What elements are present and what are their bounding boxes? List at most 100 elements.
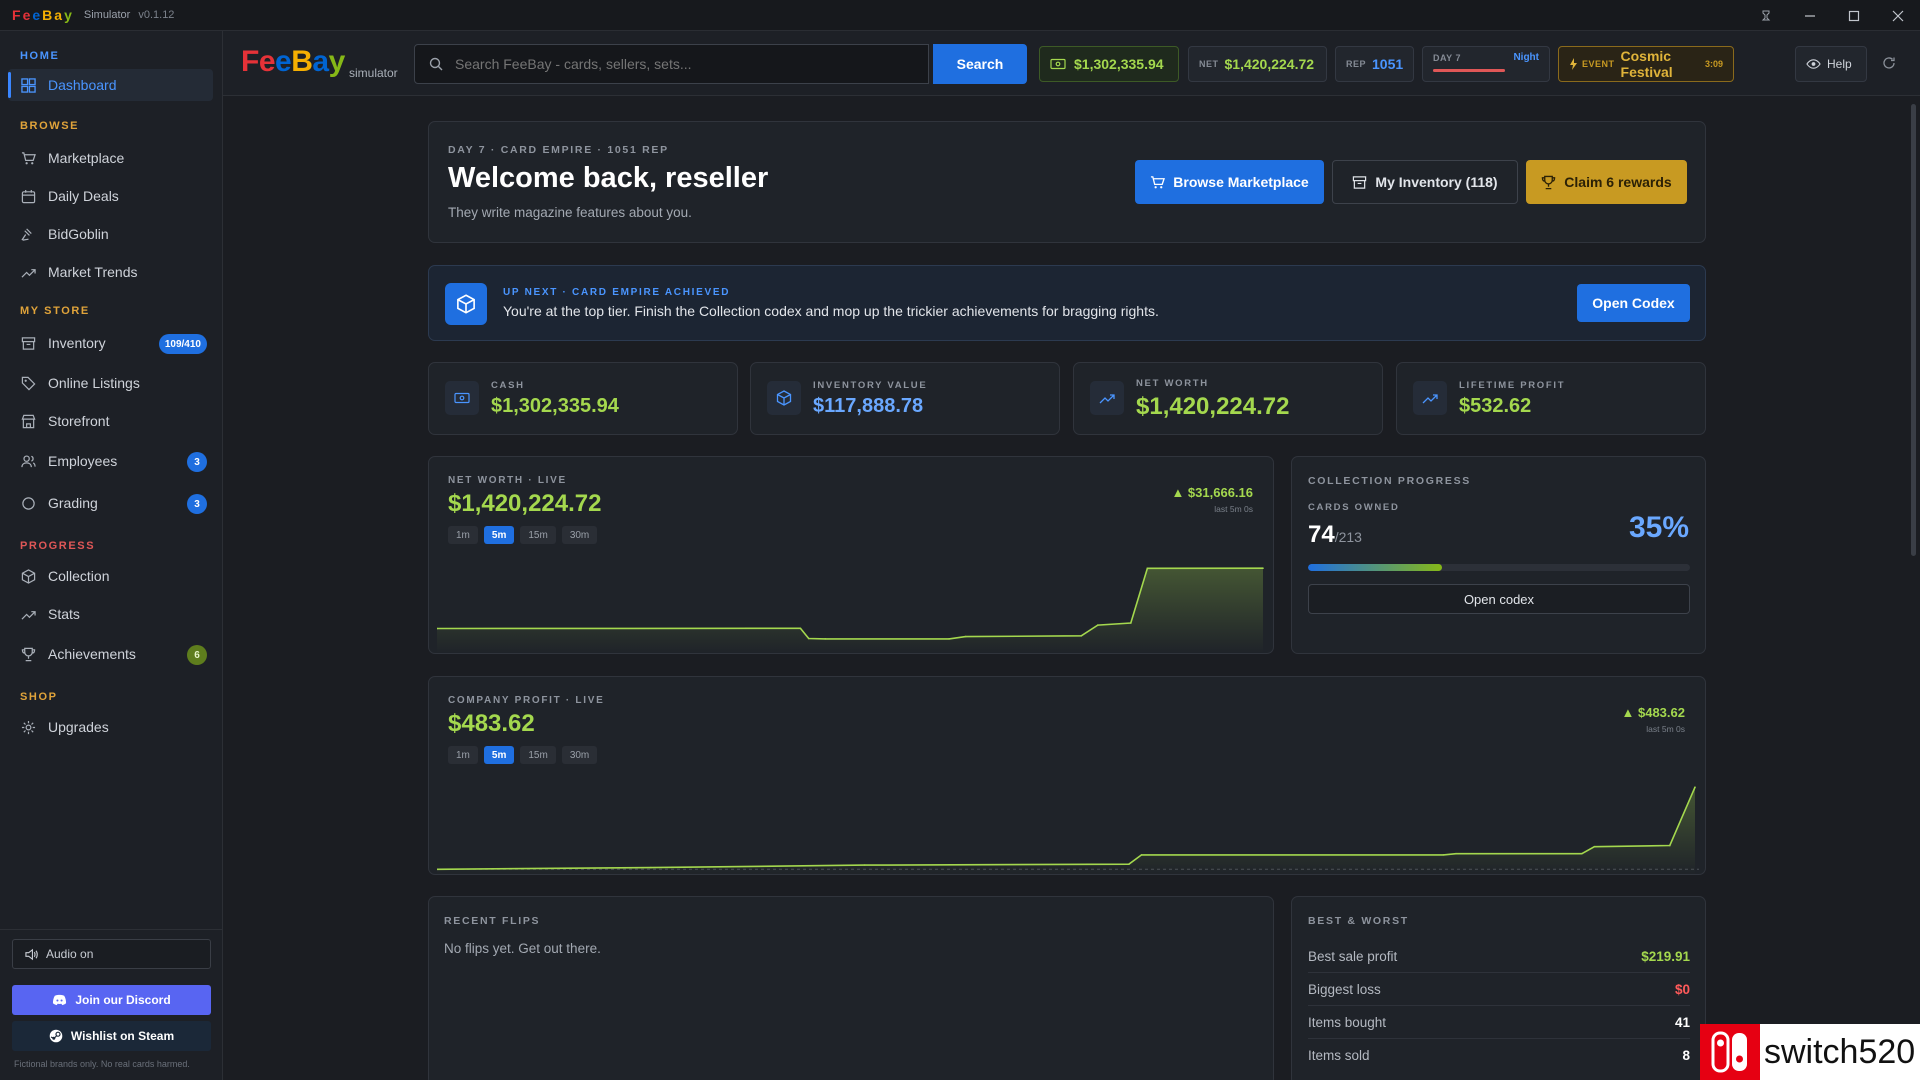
sidebar-item-employees[interactable]: Employees 3 — [8, 445, 213, 477]
logo-letter: a — [54, 7, 65, 23]
window-app-name: Simulator — [83, 9, 131, 21]
trend-icon — [1413, 381, 1447, 415]
audio-toggle[interactable]: Audio on — [12, 939, 211, 969]
range-15m[interactable]: 15m — [520, 526, 556, 544]
steam-icon — [49, 1029, 63, 1043]
range-30m[interactable]: 30m — [561, 746, 598, 764]
brand-logo[interactable]: FeeBay — [241, 45, 345, 78]
steam-button[interactable]: Wishlist on Steam — [12, 1021, 211, 1051]
stat-label: INVENTORY VALUE — [813, 380, 928, 391]
sidebar-item-bidgoblin[interactable]: BidGoblin — [8, 218, 213, 250]
my-inventory-label: My Inventory (118) — [1375, 174, 1498, 190]
range-1m[interactable]: 1m — [448, 746, 478, 764]
my-inventory-button[interactable]: My Inventory (118) — [1332, 160, 1518, 204]
watermark: switch520 — [1700, 1024, 1920, 1080]
section-label: BROWSE — [20, 120, 80, 132]
recent-flips-card: RECENT FLIPS No flips yet. Get out there… — [428, 896, 1274, 1080]
sidebar-item-storefront[interactable]: Storefront — [8, 405, 213, 437]
trophy-icon — [1541, 175, 1556, 190]
sidebar-item-online-listings[interactable]: Online Listings — [8, 367, 213, 399]
open-codex-small-button[interactable]: Open codex — [1308, 584, 1690, 614]
search-input[interactable] — [455, 49, 905, 79]
section-label: HOME — [20, 50, 60, 62]
data-point — [650, 866, 652, 869]
sidebar-item-daily-deals[interactable]: Daily Deals — [8, 180, 213, 212]
collection-progress-card: COLLECTION PROGRESS CARDS OWNED 74 /213 … — [1291, 456, 1706, 654]
sidebar-item-collection[interactable]: Collection — [8, 560, 213, 592]
cart-icon — [20, 150, 36, 166]
search-icon — [429, 57, 443, 71]
claim-rewards-button[interactable]: Claim 6 rewards — [1526, 160, 1687, 204]
close-icon[interactable] — [1876, 0, 1920, 31]
sidebar-item-label: Collection — [48, 568, 110, 584]
data-point — [1140, 854, 1143, 856]
cash-pill: $1,302,335.94 — [1039, 46, 1179, 82]
range-15m[interactable]: 15m — [520, 746, 556, 764]
stat-card-lifetime-profit: LIFETIME PROFIT $532.62 — [1396, 362, 1706, 435]
cash-value: $1,302,335.94 — [1074, 56, 1164, 72]
maximize-icon[interactable] — [1832, 0, 1876, 31]
company-profit-value: $483.62 — [448, 710, 535, 737]
minimize-icon[interactable] — [1788, 0, 1832, 31]
day-pill: DAY 7 Night — [1422, 46, 1550, 82]
company-profit-chart — [437, 786, 1699, 874]
discord-button[interactable]: Join our Discord — [12, 985, 211, 1015]
sidebar-item-marketplace[interactable]: Marketplace — [8, 142, 213, 174]
calendar-icon — [20, 188, 36, 204]
sidebar-item-label: Stats — [48, 606, 80, 622]
sidebar-item-upgrades[interactable]: Upgrades — [8, 711, 213, 743]
cube-icon — [20, 568, 36, 584]
scrollbar-thumb[interactable] — [1911, 104, 1916, 556]
section-label: MY STORE — [20, 305, 90, 317]
inventory-count-badge: 109/410 — [158, 334, 207, 354]
range-5m[interactable]: 5m — [483, 526, 515, 544]
sidebar-item-label: Daily Deals — [48, 188, 119, 204]
up-next-text: You're at the top tier. Finish the Colle… — [503, 303, 1159, 319]
sidebar-item-market-trends[interactable]: Market Trends — [8, 256, 213, 288]
open-codex-button[interactable]: Open Codex — [1577, 284, 1690, 322]
event-name: Cosmic Festival — [1620, 48, 1673, 80]
data-point — [1080, 635, 1083, 637]
range-30m[interactable]: 30m — [561, 526, 598, 544]
sidebar-item-stats[interactable]: Stats — [8, 598, 213, 630]
sidebar-item-grading[interactable]: Grading 3 — [8, 487, 213, 519]
pin-icon[interactable] — [1744, 0, 1788, 31]
sidebar-item-dashboard[interactable]: Dashboard — [8, 69, 213, 101]
sidebar-item-achievements[interactable]: Achievements 6 — [8, 638, 213, 670]
sidebar-item-inventory[interactable]: Inventory 109/410 — [8, 327, 213, 359]
search-button[interactable]: Search — [933, 44, 1027, 84]
browse-marketplace-button[interactable]: Browse Marketplace — [1135, 160, 1324, 204]
range-5m[interactable]: 5m — [483, 746, 515, 764]
gavel-icon — [20, 226, 36, 242]
data-point — [1694, 786, 1696, 788]
company-profit-chart-card: COMPANY PROFIT · LIVE $483.62 ▲ $483.62 … — [428, 676, 1706, 875]
watermark-text: switch520 — [1764, 1032, 1916, 1071]
switch-logo-icon — [1700, 1024, 1760, 1080]
best-worst-caption: BEST & WORST — [1308, 915, 1409, 927]
logo-letter: e — [32, 7, 43, 23]
collection-progress-fill — [1308, 564, 1442, 571]
net-value: $1,420,224.72 — [1224, 56, 1315, 72]
stat-row: Items sold 8 — [1308, 1039, 1690, 1072]
window-logo: FeeBay — [12, 7, 74, 23]
cash-icon — [1050, 58, 1066, 70]
time-of-day: Night — [1513, 52, 1539, 63]
refresh-icon[interactable] — [1882, 56, 1896, 70]
stat-value: $532.62 — [1459, 395, 1532, 417]
help-button[interactable]: Help — [1795, 46, 1867, 82]
best-worst-card: BEST & WORST Best sale profit $219.91 Bi… — [1291, 896, 1706, 1080]
chart-delta: ▲ $31,666.16 — [1171, 485, 1253, 500]
section-label: SHOP — [20, 691, 58, 703]
logo-letter: y — [64, 7, 74, 23]
day-progress-fill — [1433, 69, 1505, 72]
data-point — [1146, 567, 1149, 570]
range-1m[interactable]: 1m — [448, 526, 478, 544]
data-point — [799, 627, 802, 630]
section-label: PROGRESS — [20, 540, 96, 552]
recent-flips-empty: No flips yet. Get out there. — [444, 941, 601, 956]
sidebar-item-label: Dashboard — [48, 77, 117, 93]
grid-icon — [20, 77, 36, 93]
event-pill[interactable]: EVENT Cosmic Festival 3:09 — [1558, 46, 1734, 82]
data-point — [1669, 844, 1671, 847]
stat-label: CASH — [491, 380, 525, 391]
